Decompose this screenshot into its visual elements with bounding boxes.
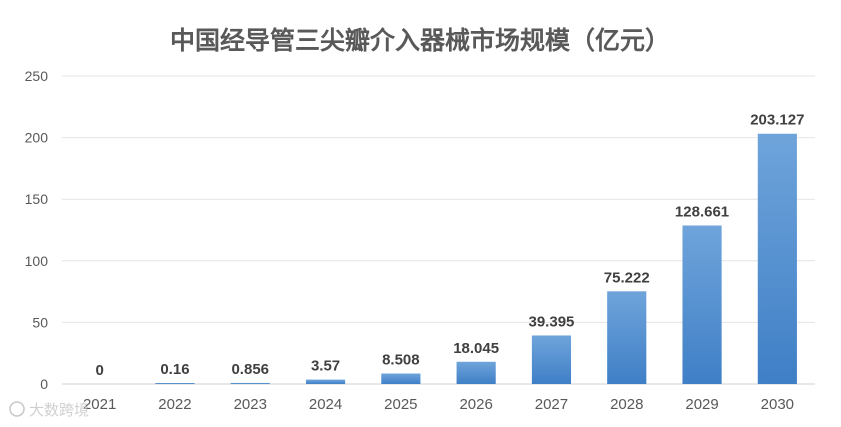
data-label-2021: 0 <box>95 362 103 379</box>
bar-2024 <box>305 379 346 384</box>
x-tick-label-2028: 2028 <box>610 396 643 413</box>
y-tick-label: 50 <box>32 314 48 330</box>
watermark-logo-icon <box>9 401 25 417</box>
x-tick-label-2029: 2029 <box>685 396 718 413</box>
x-tick-label-2030: 2030 <box>761 396 794 413</box>
y-tick-label: 0 <box>40 376 48 392</box>
data-label-2022: 0.16 <box>160 361 189 378</box>
data-labels: 0 0.16 0.856 3.57 8.508 18.045 39.395 75.222 128… <box>95 112 804 379</box>
data-label-2024: 3.57 <box>311 358 340 375</box>
data-label-2029: 128.661 <box>675 203 729 220</box>
y-tick-label: 100 <box>25 253 49 269</box>
x-tick-label-2024: 2024 <box>309 396 342 413</box>
chart-title: 中国经导管三尖瓣介入器械市场规模（亿元） <box>170 26 670 55</box>
x-tick-label-2027: 2027 <box>535 396 568 413</box>
data-label-2023: 0.856 <box>231 361 269 378</box>
bar-2027 <box>531 335 572 384</box>
data-label-2026: 18.045 <box>453 340 499 357</box>
bars <box>155 133 797 384</box>
data-label-2025: 8.508 <box>382 352 420 369</box>
x-tick-label-2022: 2022 <box>158 396 191 413</box>
bar-2022 <box>155 383 195 384</box>
x-tick-label-2025: 2025 <box>384 396 417 413</box>
watermark-text: 大数跨境 <box>29 401 89 419</box>
y-tick-label: 250 <box>25 68 49 84</box>
data-label-2030: 203.127 <box>750 112 804 129</box>
x-axis-ticks: 2021 2022 2023 2024 2025 2026 2027 2028 2029 2030 <box>83 396 794 413</box>
x-tick-label-2023: 2023 <box>234 396 267 413</box>
data-label-2028: 75.222 <box>604 269 650 286</box>
data-label-2027: 39.395 <box>529 313 575 330</box>
bar-2025 <box>381 373 421 384</box>
bar-2023 <box>230 382 270 384</box>
bar-2029 <box>682 225 722 384</box>
y-axis-ticks: 0 50 100 150 200 250 <box>25 68 49 392</box>
y-tick-label: 200 <box>25 130 49 146</box>
y-tick-label: 150 <box>25 191 49 207</box>
watermark: 大数跨境 <box>9 401 89 419</box>
bar-2028 <box>607 291 647 384</box>
x-tick-label-2026: 2026 <box>459 396 492 413</box>
bar-2030 <box>757 133 797 384</box>
x-tick-label-2021: 2021 <box>83 396 116 413</box>
bar-2026 <box>456 361 496 384</box>
